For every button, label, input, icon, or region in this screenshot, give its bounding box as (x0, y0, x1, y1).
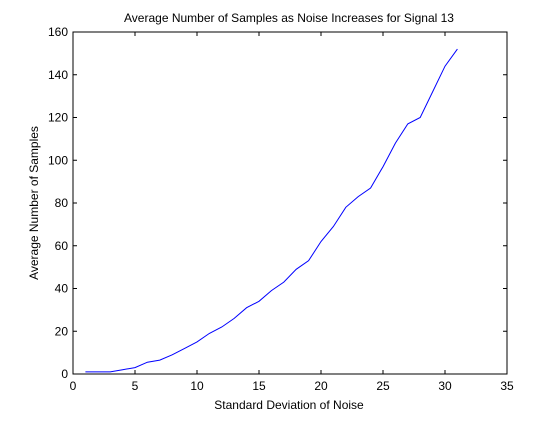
y-tick-label: 140 (48, 68, 68, 82)
x-tick-label: 35 (500, 379, 514, 393)
y-axis-ticks: 0 20 40 60 80 100 120 140 160 (48, 25, 507, 381)
y-tick-label: 60 (55, 239, 69, 253)
x-axis-ticks: 0 5 10 15 20 25 30 35 (70, 32, 514, 393)
x-tick-label: 20 (314, 379, 328, 393)
x-tick-label: 15 (252, 379, 266, 393)
plot-area (73, 32, 507, 374)
x-tick-label: 30 (438, 379, 452, 393)
x-tick-label: 5 (132, 379, 139, 393)
y-tick-label: 40 (55, 282, 69, 296)
x-tick-label: 25 (376, 379, 390, 393)
x-tick-label: 0 (70, 379, 77, 393)
series-layer (85, 48, 458, 373)
y-tick-label: 0 (61, 367, 68, 381)
y-tick-label: 120 (48, 111, 68, 125)
y-tick-label: 160 (48, 25, 68, 39)
chart-title: Average Number of Samples as Noise Incre… (124, 11, 454, 25)
y-tick-label: 100 (48, 153, 68, 167)
series-line (85, 48, 458, 373)
x-axis-label: Standard Deviation of Noise (214, 398, 364, 412)
x-tick-label: 10 (190, 379, 204, 393)
y-tick-label: 80 (55, 196, 69, 210)
y-axis-label: Average Number of Samples (27, 126, 41, 280)
plot-frame (72, 31, 508, 375)
y-tick-label: 20 (55, 324, 69, 338)
